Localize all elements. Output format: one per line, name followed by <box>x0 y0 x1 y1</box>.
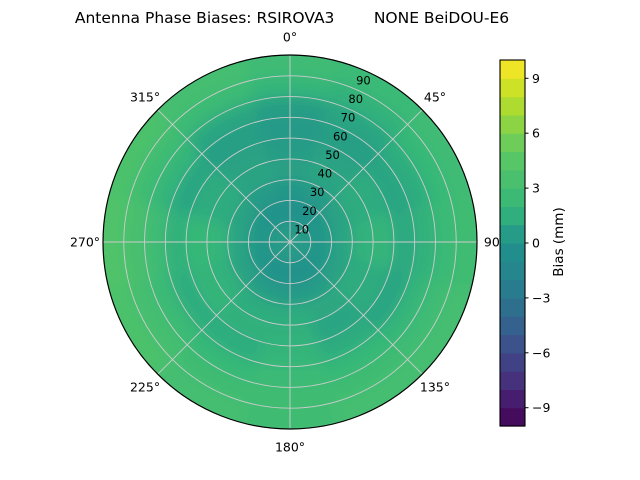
theta-tick-label: 315° <box>130 90 160 105</box>
polar-grid-spoke <box>289 241 423 375</box>
radial-tick-label: 80 <box>348 92 363 106</box>
colorbar-band <box>500 78 525 98</box>
radial-tick-label: 90 <box>356 73 371 87</box>
colorbar-band <box>500 316 525 336</box>
colorbar-band <box>500 297 525 317</box>
theta-tick-label: 0° <box>283 30 297 45</box>
theta-tick-label: 270° <box>70 235 100 250</box>
radial-tick-label: 50 <box>325 148 340 162</box>
colorbar-tick-label: 3 <box>532 181 540 196</box>
polar-grid-spoke <box>157 241 291 375</box>
colorbar-band <box>500 188 525 207</box>
colorbar-band <box>500 224 525 244</box>
colorbar-band <box>500 169 525 189</box>
colorbar-band <box>500 261 525 281</box>
colorbar-tick-label: −9 <box>532 400 550 415</box>
colorbar-band <box>500 151 525 171</box>
colorbar-band <box>500 206 525 226</box>
radial-tick-label: 40 <box>318 167 333 181</box>
chart-title: Antenna Phase Biases: RSIROVA3 NONE BeiD… <box>74 9 510 27</box>
colorbar-axis-label: Bias (mm) <box>551 207 567 276</box>
polar-grid-spoke <box>289 109 423 243</box>
colorbar-tick-label: −6 <box>532 345 550 360</box>
colorbar-tick-label: 9 <box>532 71 540 86</box>
colorbar: 9 6 3 0 −3 −6 −9 Bias (mm) <box>499 59 567 427</box>
radial-tick-label: 60 <box>333 129 348 143</box>
theta-tick-label: 180° <box>275 440 305 455</box>
polar-grid <box>103 55 477 429</box>
polar-axes-border <box>102 54 478 430</box>
polar-grid-spoke <box>157 109 291 243</box>
theta-tick-label: 225° <box>130 379 160 394</box>
colorbar-band <box>500 114 525 134</box>
colorbar-band <box>500 407 525 427</box>
theta-tick-label: 135° <box>420 379 450 394</box>
colorbar-tick-label: 0 <box>532 236 540 251</box>
colorbar-tick-label: 6 <box>532 126 540 141</box>
radial-tick-label: 20 <box>302 204 317 218</box>
radial-tick-label: 70 <box>341 111 356 125</box>
colorbar-band <box>500 279 525 299</box>
colorbar-band <box>500 96 525 116</box>
colorbar-band <box>500 352 525 372</box>
colorbar-tick-label: −3 <box>532 290 550 305</box>
colorbar-band <box>500 334 525 354</box>
radial-tick-label: 30 <box>310 185 325 199</box>
colorbar-band <box>500 133 525 153</box>
colorbar-band <box>500 371 525 390</box>
theta-tick-labels: 0°45°90°135°180°225°270°315° <box>70 30 506 455</box>
colorbar-band <box>500 60 525 79</box>
colorbar-band <box>500 389 525 409</box>
colorbar-band <box>500 243 525 262</box>
radial-tick-label: 10 <box>294 222 309 236</box>
theta-tick-label: 45° <box>424 90 446 105</box>
radial-tick-labels: 10 20 30 40 50 60 70 80 90 <box>294 73 370 236</box>
